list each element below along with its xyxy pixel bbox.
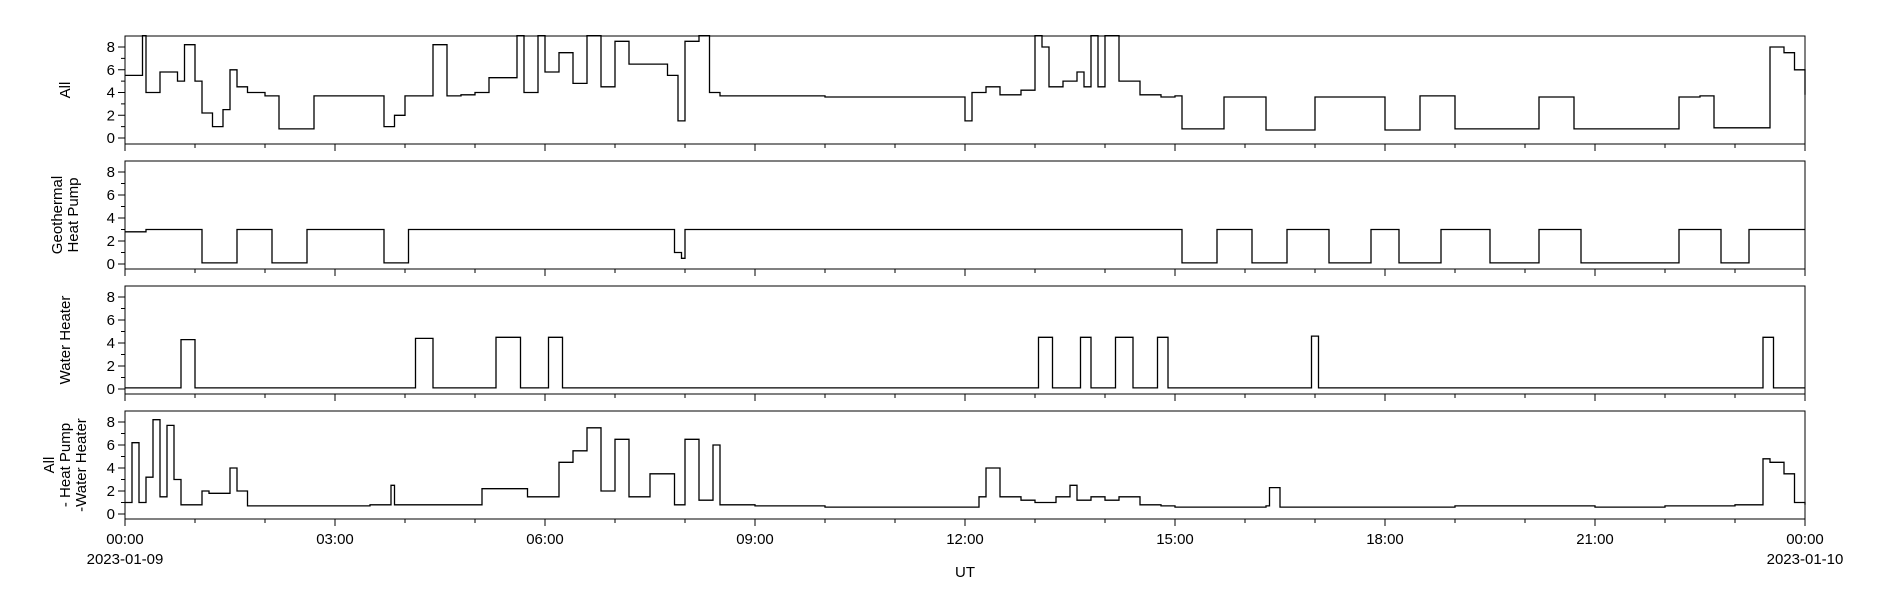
x-tick-label: 06:00: [526, 531, 564, 548]
series-line: [125, 419, 1806, 508]
y-tick-label: 6: [107, 312, 115, 329]
series-line: [125, 34, 1806, 131]
x-tick-label: 21:00: [1576, 531, 1614, 548]
y-tick-label: 6: [107, 187, 115, 204]
y-tick-label: 2: [107, 107, 115, 124]
y-tick-label: 0: [107, 256, 115, 273]
y-axis-title: -Water Heater: [73, 418, 90, 512]
y-axis-title: All: [57, 82, 74, 99]
panel-frame: [124, 410, 1806, 520]
x-tick-label: 12:00: [946, 531, 984, 548]
x-tick-label: 00:00: [106, 531, 144, 548]
panel-frame: [124, 35, 1806, 145]
y-tick-label: 8: [107, 164, 115, 181]
y-tick-label: 8: [107, 289, 115, 306]
y-tick-label: 6: [107, 437, 115, 454]
x-tick-label: 09:00: [736, 531, 774, 548]
y-tick-label: 4: [107, 335, 115, 352]
y-tick-label: 4: [107, 85, 115, 102]
series-line: [125, 335, 1805, 389]
y-axis-title: Water Heater: [57, 296, 74, 385]
y-tick-label: 4: [107, 460, 115, 477]
y-tick-label: 2: [107, 483, 115, 500]
panel-frame: [124, 160, 1806, 270]
y-tick-label: 0: [107, 506, 115, 523]
y-axis-title: Heat Pump: [65, 177, 82, 252]
y-tick-label: 2: [107, 233, 115, 250]
panel-frame: [124, 285, 1806, 395]
x-tick-label: 18:00: [1366, 531, 1404, 548]
y-axis-title: Geothermal: [49, 176, 66, 254]
x-tick-label: 03:00: [316, 531, 354, 548]
x-date-label-start: 2023-01-09: [87, 551, 164, 568]
y-tick-label: 4: [107, 210, 115, 227]
y-tick-label: 0: [107, 130, 115, 147]
y-tick-label: 0: [107, 381, 115, 398]
y-tick-label: 8: [107, 414, 115, 431]
y-tick-label: 8: [107, 39, 115, 56]
x-tick-label: 15:00: [1156, 531, 1194, 548]
series-line: [125, 228, 1805, 264]
x-axis-title: UT: [955, 564, 975, 581]
x-date-label-end: 2023-01-10: [1767, 551, 1844, 568]
y-axis-title: All: [41, 457, 58, 474]
y-tick-label: 2: [107, 358, 115, 375]
y-axis-title: - Heat Pump: [57, 423, 74, 507]
y-tick-label: 6: [107, 62, 115, 79]
x-tick-label: 00:00: [1786, 531, 1824, 548]
